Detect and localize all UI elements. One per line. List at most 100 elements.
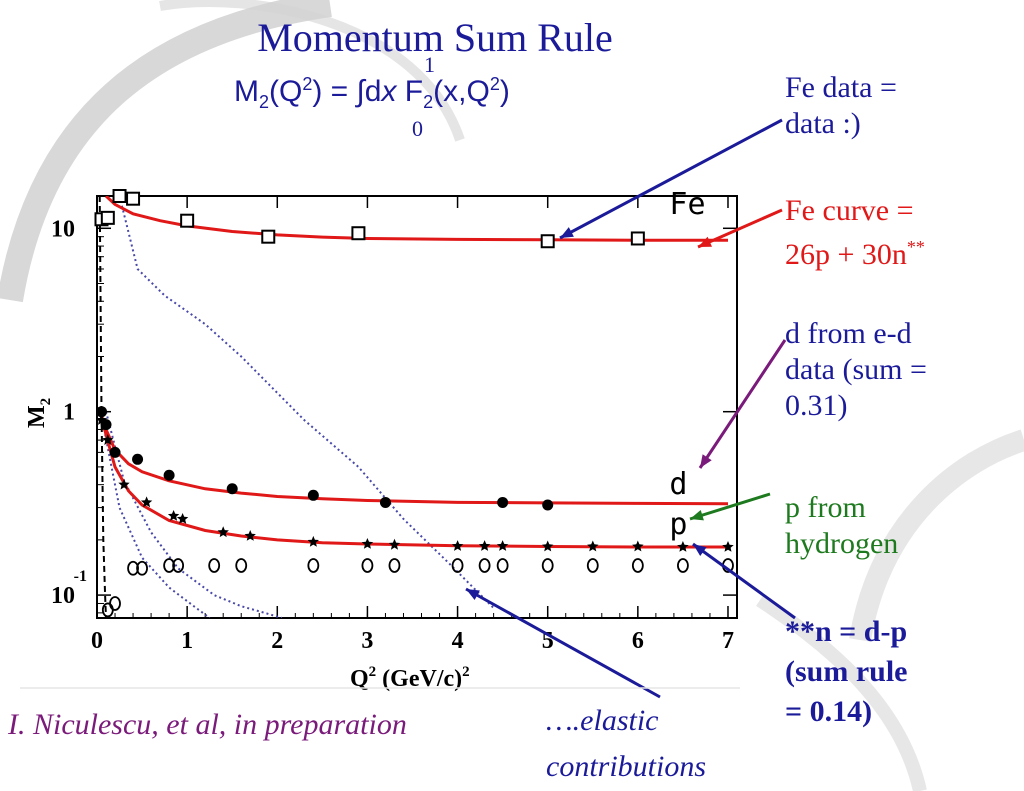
data-point-p: [167, 510, 180, 521]
data-point-n: [109, 596, 121, 611]
curve-label-p: p: [669, 507, 687, 542]
note-fe-curve-line-1: Fe curve =: [785, 194, 914, 227]
y-axis-label-m: M: [24, 405, 50, 428]
note-fe-curve-formula: 26p + 30n: [785, 238, 907, 271]
note-n-line-3: = 0.14): [785, 695, 873, 728]
data-point-n: [127, 560, 139, 576]
elastic-curve-3: [103, 429, 211, 618]
elastic-curve-4: [98, 196, 107, 618]
data-point-n: [478, 558, 491, 573]
formula-f-close: ): [499, 75, 510, 108]
data-point-fe: [126, 191, 141, 206]
note-elastic-line-1: ….elastic: [546, 704, 659, 737]
x-tick-label: 1: [181, 628, 193, 654]
integral-upper-limit: 1: [424, 52, 435, 77]
data-point-n: [541, 558, 554, 573]
data-point-n: [101, 602, 114, 618]
arrow-p-data-head: [690, 510, 704, 521]
y-axis-label-m-sub: 2: [38, 398, 54, 406]
data-point-d: [96, 406, 108, 418]
data-point-fe: [180, 213, 195, 228]
data-point-fe: [112, 189, 127, 203]
note-fe-curve-sup: **: [906, 237, 925, 257]
formula-lhs-sup: 2: [302, 74, 313, 94]
arrow-n-data-shaft: [692, 542, 796, 620]
formula-lhs-close: ) =: [312, 75, 357, 108]
formula-lhs-open: (Q: [269, 75, 303, 108]
note-p-data: p from hydrogen: [785, 490, 898, 562]
sum-rule-formula: M2(Q2) = ∫dx F2(x,Q2): [234, 74, 510, 113]
plot-frame: [96, 195, 738, 619]
note-fe-curve-line-2: 26p + 30n**: [785, 229, 925, 273]
data-point-n: [496, 558, 509, 573]
elastic-curve-1: [118, 196, 495, 609]
curve-label-fe: Fe: [669, 187, 705, 222]
data-point-p: [478, 540, 491, 551]
x-tick-label: 2: [271, 628, 283, 654]
arrow-fe-data-shaft: [559, 118, 783, 240]
data-point-d: [307, 489, 319, 501]
data-point-d: [226, 483, 238, 495]
data-point-n: [136, 560, 148, 576]
arrow-fe-curve-shaft: [697, 208, 783, 249]
x-axis-label-q: Q: [350, 666, 369, 692]
data-point-d: [497, 496, 509, 508]
formula-m-sub: 2: [259, 92, 270, 112]
integral-sign: ∫: [356, 75, 365, 108]
data-point-n: [307, 558, 320, 573]
data-point-d: [542, 499, 554, 511]
note-fe-data: Fe data = data :): [785, 70, 897, 142]
arrow-p-data-shaft: [689, 492, 771, 521]
note-fe-data-line-2: data :): [785, 107, 861, 140]
data-point-p: [307, 535, 319, 547]
data-point-n: [208, 558, 221, 573]
formula-f-sup: 2: [489, 74, 500, 94]
data-point-n: [235, 558, 248, 573]
note-p-line-2: hydrogen: [785, 527, 899, 560]
data-point-fe: [351, 226, 366, 241]
y-tick-label-sup: -1: [74, 568, 87, 585]
data-point-p: [176, 513, 189, 524]
note-elastic: ….elastic contributions: [546, 698, 706, 790]
data-point-p: [244, 530, 256, 541]
x-axis-label-q-sup: 2: [369, 664, 377, 680]
arrow-fe-curve-head: [698, 236, 712, 247]
data-point-p: [388, 538, 401, 550]
citation: I. Niculescu, et al, in preparation: [8, 708, 407, 741]
note-n-line-2: (sum rule: [785, 655, 908, 688]
integral-lower-limit: 0: [412, 116, 423, 141]
gray-swoosh-right: [849, 429, 1024, 642]
arrow-d-data-shaft: [698, 339, 787, 469]
data-point-n: [163, 558, 176, 573]
note-p-line-1: p from: [785, 491, 866, 524]
arrow-d-data-head: [700, 454, 712, 468]
data-point-p: [722, 541, 734, 552]
gray-swoosh-left: [0, 0, 332, 303]
data-point-p: [677, 541, 689, 552]
arrow-n-data: [692, 542, 796, 620]
formula-d: d: [364, 75, 382, 108]
formula-x: x: [381, 75, 397, 108]
formula-f: F: [396, 75, 424, 108]
data-point-p: [496, 540, 509, 551]
y-tick-label: 10: [51, 583, 75, 609]
elastic-curve-2: [105, 411, 283, 618]
note-d-data: d from e-d data (sum = 0.31): [785, 316, 927, 424]
arrow-fe-data: [559, 118, 783, 240]
data-point-n: [172, 558, 185, 573]
arrow-fe-curve: [697, 208, 783, 249]
data-point-n: [677, 558, 689, 573]
x-tick-label: 7: [722, 628, 734, 654]
data-point-p: [451, 540, 464, 551]
x-tick-label: 6: [632, 628, 644, 654]
data-point-n: [451, 558, 464, 573]
note-d-line-2: data (sum =: [785, 353, 927, 386]
data-point-d: [379, 496, 391, 508]
data-point-n: [631, 558, 644, 573]
data-point-p: [95, 414, 108, 425]
arrow-n-data-head: [693, 544, 707, 556]
fit-curve-d: [100, 415, 729, 506]
x-tick-label: 3: [361, 628, 373, 654]
